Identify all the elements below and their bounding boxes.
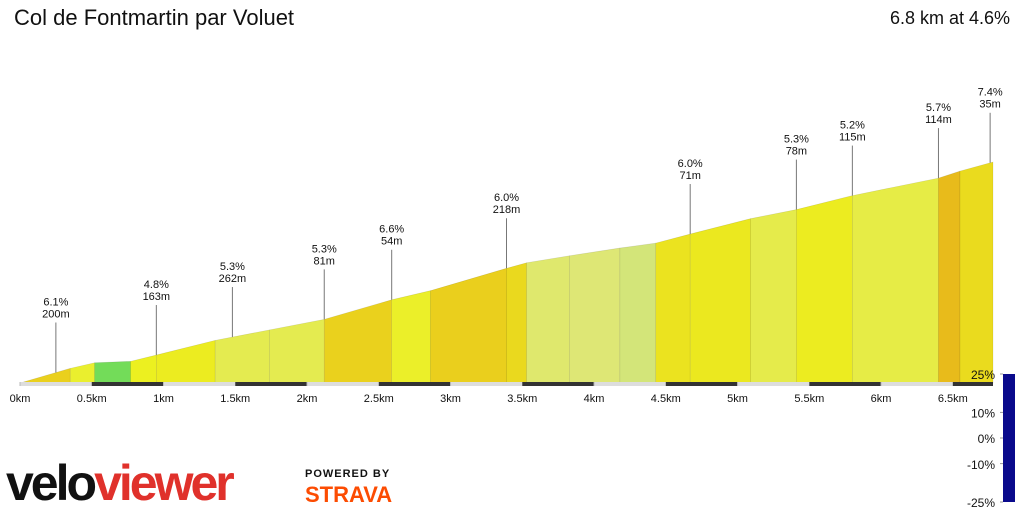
x-tick-label: 3km	[440, 393, 461, 405]
x-tick-label: 3.5km	[507, 393, 537, 405]
x-axis-band	[665, 382, 738, 386]
x-tick-label: 5km	[727, 393, 748, 405]
colorbar-label: -10%	[967, 458, 995, 472]
profile-strip	[391, 290, 431, 384]
annotation-length: 54m	[381, 236, 402, 248]
profile-strip	[214, 329, 271, 384]
profile-strip	[655, 233, 691, 384]
profile-strip	[796, 195, 853, 384]
x-tick-label: 2.5km	[364, 393, 394, 405]
annotation-length: 78m	[786, 145, 807, 157]
profile-strip	[506, 262, 527, 384]
colorbar-label: 0%	[978, 432, 996, 446]
annotation-length: 114m	[925, 114, 952, 126]
x-tick-label: 4.5km	[651, 393, 681, 405]
x-axis-band	[91, 382, 164, 386]
annotation-gradient: 5.3%	[312, 243, 337, 255]
x-tick-label: 1km	[153, 393, 174, 405]
x-tick-label: 4km	[584, 393, 605, 405]
profile-strip	[938, 170, 961, 384]
colorbar-label: 10%	[971, 407, 995, 421]
annotation-gradient: 5.3%	[784, 133, 809, 145]
x-tick-label: 2km	[297, 393, 318, 405]
annotation-gradient: 5.2%	[840, 119, 865, 131]
profile-strip	[852, 177, 939, 384]
annotation-gradient: 6.0%	[678, 158, 703, 170]
profile-strip	[526, 255, 570, 384]
profile-strip	[156, 339, 216, 384]
x-tick-label: 0km	[10, 393, 31, 405]
annotation-gradient: 5.3%	[220, 261, 245, 273]
logo: veloviewer	[6, 455, 234, 511]
profile-strip	[959, 161, 994, 384]
colorbar-label: -25%	[967, 496, 995, 510]
x-axis-band	[235, 382, 308, 386]
x-axis-band	[522, 382, 595, 386]
annotation-gradient: 6.0%	[494, 192, 519, 204]
x-tick-label: 1.5km	[220, 393, 250, 405]
annotation-length: 163m	[143, 291, 171, 303]
strava-logo: STRAVA	[305, 482, 392, 507]
x-axis-band	[952, 382, 993, 386]
x-axis-bar	[20, 382, 993, 386]
powered-by: POWERED BY	[305, 468, 390, 480]
profile-strip	[619, 242, 657, 384]
logo-velo: velo	[6, 455, 96, 511]
profile-strip	[430, 267, 507, 384]
profile-strip	[130, 354, 157, 384]
colorbar-label: 25%	[971, 368, 995, 382]
x-tick-label: 5.5km	[794, 393, 824, 405]
annotation-gradient: 5.7%	[926, 102, 951, 114]
annotation-length: 115m	[839, 131, 866, 143]
chart-title: Col de Fontmartin par Voluet	[14, 5, 294, 30]
profile-strip	[750, 209, 797, 384]
logo-viewer: viewer	[94, 455, 234, 511]
x-axis-band	[378, 382, 451, 386]
annotation-length: 218m	[493, 204, 521, 216]
annotation-length: 200m	[42, 308, 70, 320]
annotation-gradient: 7.4%	[978, 87, 1003, 99]
colorbar	[1003, 374, 1015, 502]
profile-strip	[689, 218, 751, 384]
annotation-gradient: 4.8%	[144, 279, 169, 291]
profile-strip	[69, 362, 95, 384]
x-tick-label: 6.5km	[938, 393, 968, 405]
x-tick-label: 0.5km	[77, 393, 107, 405]
x-axis-band	[809, 382, 882, 386]
annotation-length: 81m	[314, 255, 335, 267]
profile-strip	[323, 299, 392, 384]
profile-strip	[569, 247, 621, 384]
annotation-length: 71m	[679, 170, 700, 182]
annotation-gradient: 6.6%	[379, 224, 404, 236]
annotation-length: 35m	[979, 99, 1000, 111]
annotation-gradient: 6.1%	[43, 296, 68, 308]
annotation-length: 262m	[219, 273, 247, 285]
profile-strip	[94, 361, 131, 384]
x-tick-label: 6km	[871, 393, 892, 405]
profile-strip	[19, 367, 71, 384]
chart-subtitle: 6.8 km at 4.6%	[890, 8, 1010, 28]
profile-strip	[269, 318, 325, 384]
